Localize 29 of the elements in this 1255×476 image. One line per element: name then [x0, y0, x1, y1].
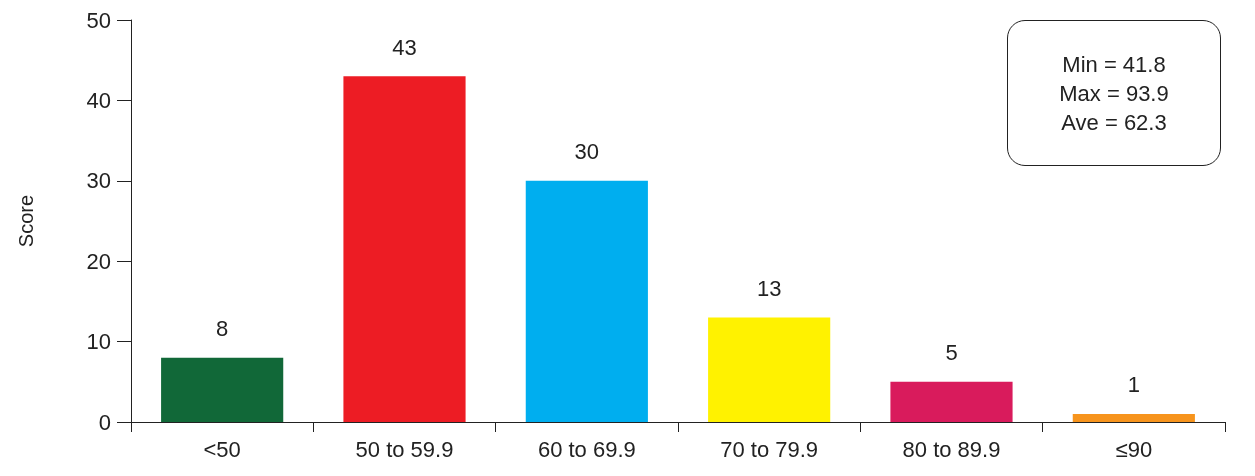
data-label: 13	[756, 275, 782, 301]
data-label: 1	[1127, 372, 1140, 398]
x-tick-label: ≤90	[1115, 436, 1153, 462]
y-tick-label: 50	[86, 7, 111, 33]
x-tick-label: <50	[203, 436, 241, 462]
y-tick-label: 30	[86, 168, 111, 194]
x-tick-label: 60 to 69.9	[537, 436, 636, 462]
bar	[525, 180, 648, 422]
y-axis-title: Score	[15, 194, 37, 248]
y-tick-label: 0	[98, 409, 111, 435]
x-tick-label: 70 to 79.9	[720, 436, 819, 462]
annotation: Min = 41.8	[1062, 50, 1166, 79]
bar	[343, 76, 466, 422]
bar	[890, 381, 1013, 422]
x-tick-label: 50 to 59.9	[355, 436, 454, 462]
bar	[161, 357, 284, 422]
bar	[1072, 413, 1195, 422]
note-box: Min = 41.8 Max = 93.9 Ave = 62.3	[1007, 20, 1221, 166]
y-tick-label: 10	[86, 329, 111, 355]
x-tick-label: 80 to 89.9	[902, 436, 1001, 462]
data-label: 5	[945, 340, 958, 366]
data-label: 30	[574, 139, 600, 165]
annotation: Ave = 62.3	[1061, 108, 1167, 137]
data-label: 43	[392, 34, 417, 60]
y-tick-label: 40	[86, 87, 111, 113]
y-tick-label: 20	[86, 248, 111, 274]
data-label: 8	[216, 316, 229, 342]
bar	[708, 317, 831, 422]
annotation: Max = 93.9	[1059, 79, 1169, 108]
